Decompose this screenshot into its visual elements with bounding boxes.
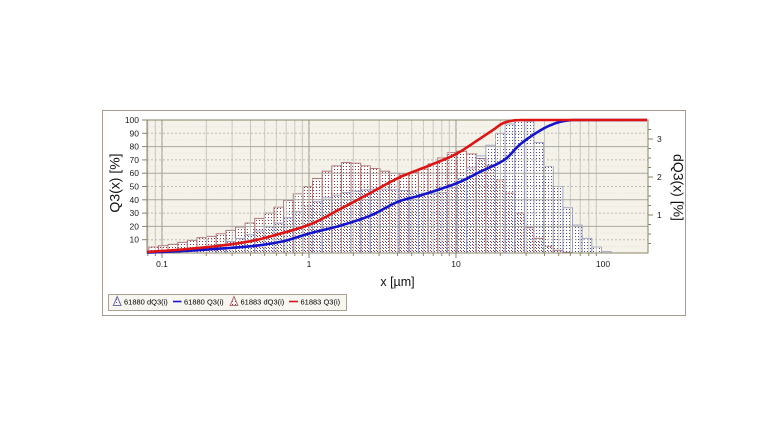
svg-text:61880 dQ3(i): 61880 dQ3(i) — [124, 298, 168, 307]
svg-text:10: 10 — [130, 235, 140, 245]
svg-text:61883 dQ3(i): 61883 dQ3(i) — [241, 298, 285, 307]
svg-text:90: 90 — [130, 128, 140, 138]
svg-text:3: 3 — [657, 134, 662, 144]
svg-text:100: 100 — [596, 259, 610, 269]
svg-text:1: 1 — [657, 210, 662, 220]
svg-text:70: 70 — [130, 155, 140, 165]
svg-text:dQ3(x) [%]: dQ3(x) [%] — [671, 154, 687, 221]
svg-text:61883 Q3(i): 61883 Q3(i) — [301, 298, 341, 307]
svg-text:Q3(x) [%]: Q3(x) [%] — [107, 153, 123, 212]
svg-text:100: 100 — [125, 115, 139, 125]
svg-text:1: 1 — [307, 259, 312, 269]
svg-text:30: 30 — [130, 208, 140, 218]
svg-text:0.1: 0.1 — [156, 259, 168, 269]
svg-text:x [µm]: x [µm] — [380, 275, 414, 289]
svg-text:20: 20 — [130, 221, 140, 231]
svg-text:61880 Q3(i): 61880 Q3(i) — [184, 298, 224, 307]
svg-text:40: 40 — [130, 195, 140, 205]
svg-text:60: 60 — [130, 168, 140, 178]
svg-text:50: 50 — [130, 182, 140, 192]
svg-text:10: 10 — [451, 259, 461, 269]
svg-text:80: 80 — [130, 142, 140, 152]
svg-text:2: 2 — [657, 172, 662, 182]
